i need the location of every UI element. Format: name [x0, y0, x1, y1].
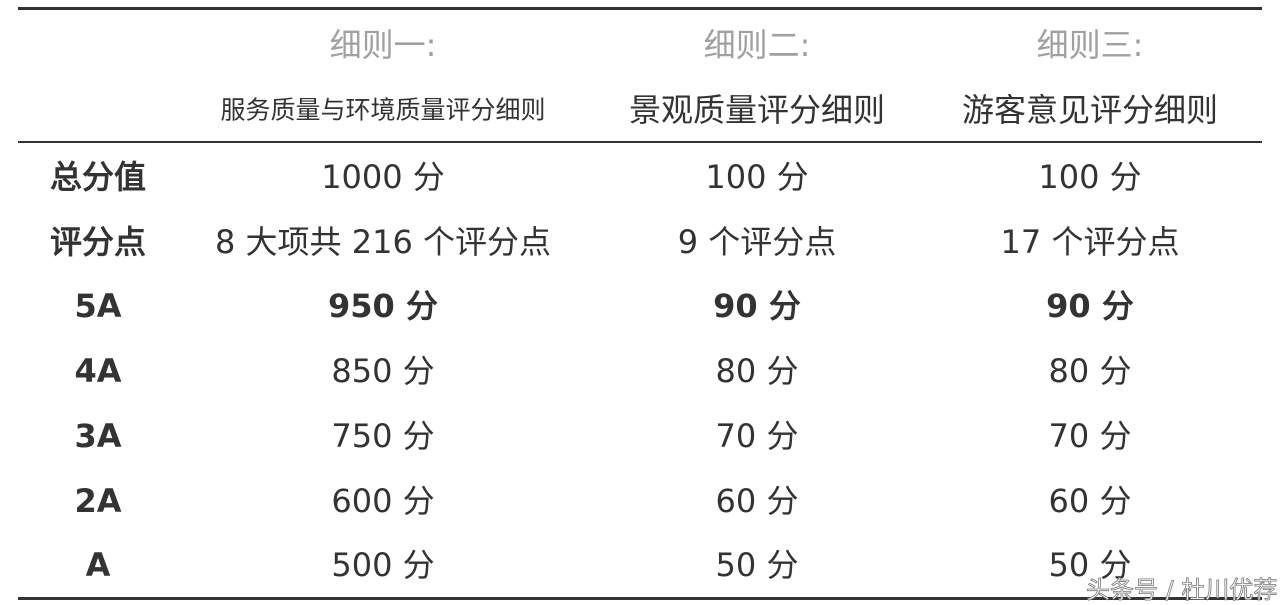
table-cell: 100 分	[1038, 158, 1142, 196]
table-cell: 80 分	[715, 352, 799, 391]
table-cell: 750 分	[331, 416, 435, 455]
row-label: 2A	[74, 481, 122, 520]
row-label: 评分点	[49, 222, 147, 261]
row-label: 3A	[74, 416, 122, 455]
table-cell: 60 分	[715, 481, 799, 520]
table-cell: 90 分	[713, 287, 801, 326]
column-title: 细则一:	[329, 26, 437, 64]
table-cell: 80 分	[1048, 352, 1132, 391]
table-cell: 1000 分	[321, 158, 445, 196]
row-label: 5A	[74, 287, 122, 326]
row-label: 4A	[74, 352, 122, 391]
header-rule	[18, 141, 1262, 143]
column-subtitle: 服务质量与环境质量评分细则	[220, 95, 546, 125]
column-title: 细则二:	[703, 26, 811, 64]
table-cell: 600 分	[331, 481, 435, 520]
table-cell: 500 分	[331, 546, 435, 585]
table-cell: 60 分	[1048, 481, 1132, 520]
table-cell: 100 分	[705, 158, 809, 196]
table-cell: 850 分	[331, 352, 435, 391]
column-subtitle: 游客意见评分细则	[961, 91, 1219, 129]
table-cell: 950 分	[328, 287, 438, 326]
table-cell: 8 大项共 216 个评分点	[215, 222, 551, 261]
table-cell: 90 分	[1046, 287, 1134, 326]
column-title: 细则三:	[1036, 26, 1144, 64]
column-subtitle: 景观质量评分细则	[628, 91, 886, 129]
table-cell: 70 分	[1048, 416, 1132, 455]
bottom-rule	[18, 597, 1262, 600]
top-rule	[18, 7, 1262, 10]
table-cell: 50 分	[1048, 546, 1132, 585]
row-label: A	[85, 546, 111, 585]
row-label: 总分值	[49, 158, 147, 196]
table-cell: 70 分	[715, 416, 799, 455]
watermark: 头条号 / 杜川优荐	[1086, 576, 1278, 605]
table-cell: 50 分	[715, 546, 799, 585]
table-cell: 9 个评分点	[677, 222, 837, 261]
table-cell: 17 个评分点	[1000, 222, 1180, 261]
